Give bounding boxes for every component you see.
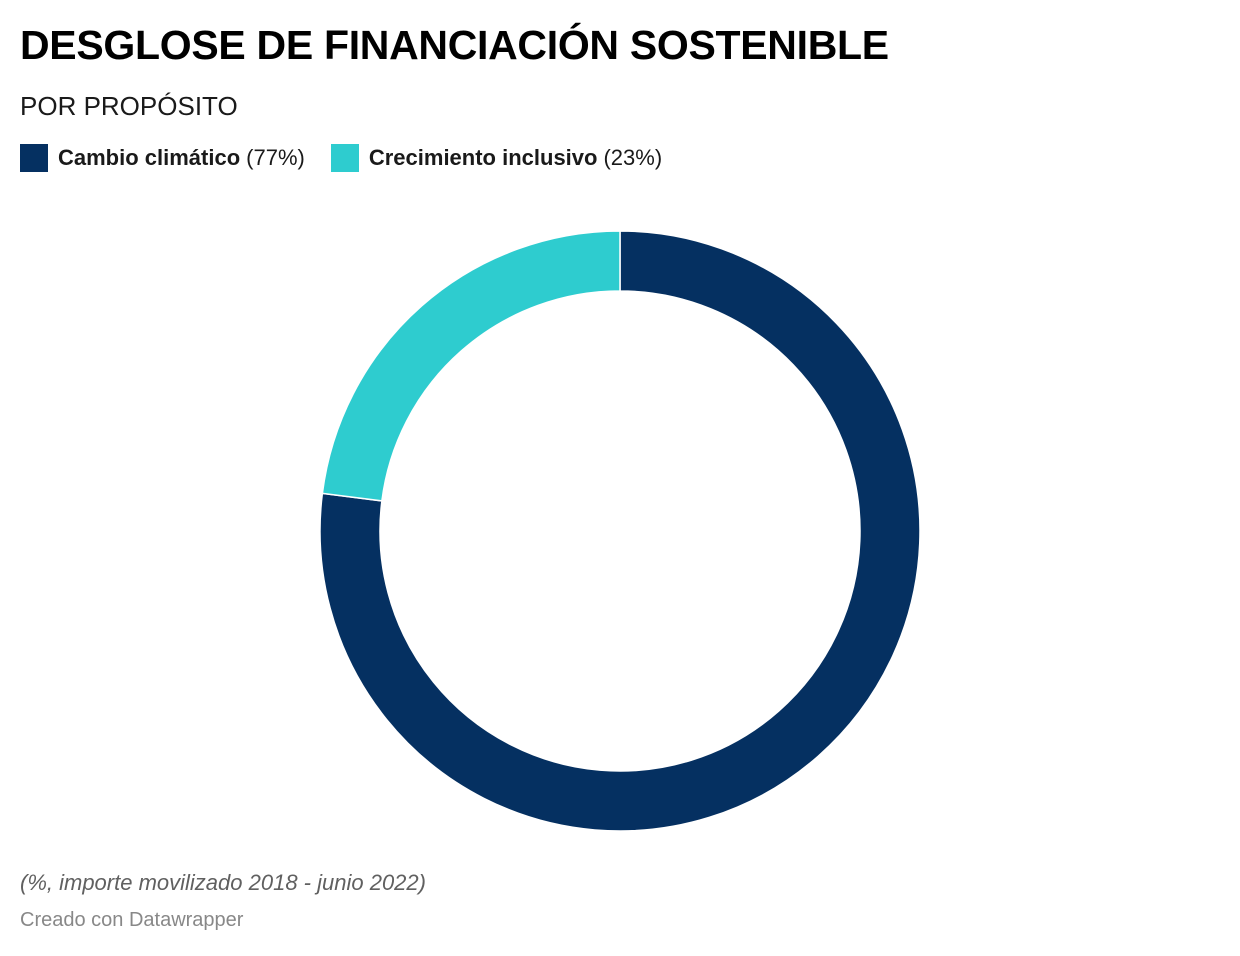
chart-legend: Cambio climático (77%) Crecimiento inclu… [20, 142, 688, 174]
chart-credit: Creado con Datawrapper [20, 909, 244, 931]
legend-label: Crecimiento inclusivo [368, 145, 598, 170]
chart-subtitle: POR PROPÓSITO [20, 91, 238, 121]
donut-chart [319, 230, 921, 832]
donut-chart-area [0, 190, 1240, 850]
donut-slice-cambio-climatico [319, 230, 921, 832]
chart-title: DESGLOSE DE FINANCIACIÓN SOSTENIBLE [20, 22, 889, 68]
legend-share: (23%) [603, 145, 663, 170]
donut-slice-crecimiento-inclusivo [321, 230, 621, 502]
legend-item-cambio-climatico: Cambio climático (77%) [20, 144, 305, 172]
legend-item-crecimiento-inclusivo: Crecimiento inclusivo (23%) [330, 144, 663, 172]
legend-swatch [330, 144, 359, 172]
legend-swatch [20, 144, 48, 172]
legend-share: (77%) [246, 145, 305, 170]
legend-label: Cambio climático [58, 145, 241, 170]
chart-notes: (%, importe movilizado 2018 - junio 2022… [20, 870, 426, 895]
